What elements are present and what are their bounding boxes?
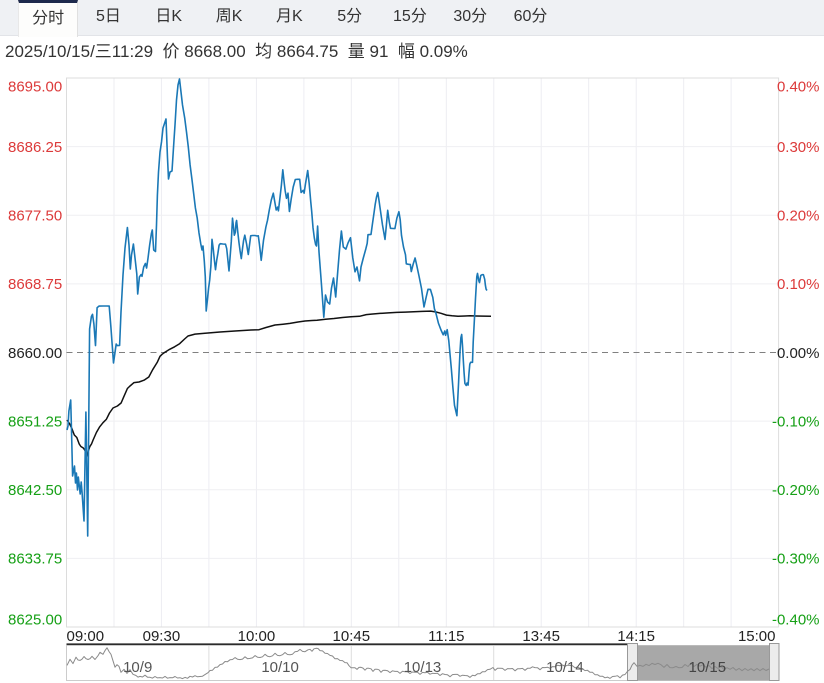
- svg-text:13:45: 13:45: [522, 628, 560, 645]
- svg-text:14:15: 14:15: [617, 628, 655, 645]
- svg-text:8695.00: 8695.00: [8, 78, 62, 95]
- svg-text:0.10%: 0.10%: [777, 276, 820, 293]
- svg-text:-0.40%: -0.40%: [772, 611, 820, 628]
- svg-text:8633.75: 8633.75: [8, 551, 62, 568]
- svg-text:11:15: 11:15: [428, 628, 464, 645]
- svg-text:0.40%: 0.40%: [777, 78, 820, 95]
- svg-text:10/15: 10/15: [689, 659, 727, 676]
- svg-text:10/14: 10/14: [546, 659, 584, 676]
- svg-text:-0.20%: -0.20%: [772, 482, 820, 499]
- svg-text:0.30%: 0.30%: [777, 139, 820, 156]
- svg-text:0.00%: 0.00%: [777, 345, 820, 362]
- svg-text:-0.30%: -0.30%: [772, 551, 820, 568]
- svg-text:10:45: 10:45: [333, 628, 371, 645]
- svg-text:8660.00: 8660.00: [8, 345, 62, 362]
- svg-text:10/9: 10/9: [123, 659, 152, 676]
- svg-text:8642.50: 8642.50: [8, 482, 62, 499]
- svg-text:8625.00: 8625.00: [8, 611, 62, 628]
- svg-text:-0.10%: -0.10%: [772, 413, 820, 430]
- svg-text:10:00: 10:00: [238, 628, 276, 645]
- svg-text:8686.25: 8686.25: [8, 139, 62, 156]
- svg-text:2025/10/15/三11:29 价 8668.00: 2025/10/15/三11:29 价 8668.00 均 8664.75 量 …: [5, 42, 468, 61]
- svg-text:15:00: 15:00: [738, 628, 776, 645]
- svg-text:8651.25: 8651.25: [8, 413, 62, 430]
- svg-text:09:30: 09:30: [143, 628, 181, 645]
- svg-text:8668.75: 8668.75: [8, 276, 62, 293]
- svg-text:09:00: 09:00: [67, 628, 105, 645]
- svg-text:8677.50: 8677.50: [8, 208, 62, 225]
- svg-text:10/10: 10/10: [261, 659, 299, 676]
- svg-text:0.20%: 0.20%: [777, 208, 820, 225]
- svg-text:10/13: 10/13: [404, 659, 442, 676]
